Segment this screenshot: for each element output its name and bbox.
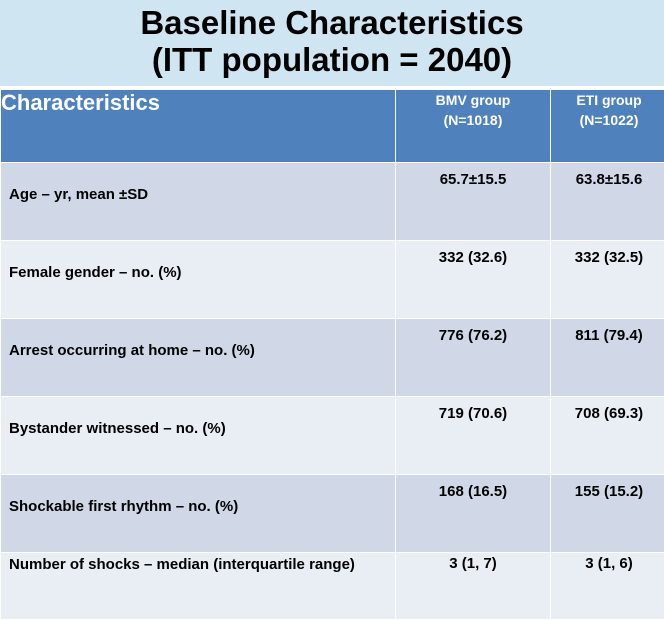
- bmv-value: 776 (76.2): [396, 319, 551, 397]
- bmv-value: 3 (1, 7): [396, 553, 551, 620]
- bmv-value: 332 (32.6): [396, 241, 551, 319]
- table-header-row: Characteristics BMV group (N=1018) ETI g…: [1, 90, 664, 163]
- header-bmv-name: BMV group: [396, 90, 550, 110]
- row-label: Female gender – no. (%): [1, 241, 396, 319]
- header-eti-n: (N=1022): [551, 110, 664, 130]
- title-band: Baseline Characteristics (ITT population…: [0, 0, 664, 86]
- slide: Baseline Characteristics (ITT population…: [0, 0, 664, 500]
- header-bmv-n: (N=1018): [396, 110, 550, 130]
- table-row: Number of shocks – median (interquartile…: [1, 553, 664, 620]
- table-row: Age – yr, mean ±SD 65.7±15.5 63.8±15.6: [1, 163, 664, 241]
- table-row: Arrest occurring at home – no. (%) 776 (…: [1, 319, 664, 397]
- eti-value: 811 (79.4): [551, 319, 664, 397]
- bmv-value: 65.7±15.5: [396, 163, 551, 241]
- eti-value: 332 (32.5): [551, 241, 664, 319]
- eti-value: 708 (69.3): [551, 397, 664, 475]
- header-eti-group: ETI group (N=1022): [551, 90, 664, 163]
- table-row: Shockable first rhythm – no. (%) 168 (16…: [1, 475, 664, 553]
- bmv-value: 719 (70.6): [396, 397, 551, 475]
- row-label: Age – yr, mean ±SD: [1, 163, 396, 241]
- header-characteristics: Characteristics: [1, 90, 396, 163]
- baseline-characteristics-table: Characteristics BMV group (N=1018) ETI g…: [0, 89, 664, 620]
- table-row: Female gender – no. (%) 332 (32.6) 332 (…: [1, 241, 664, 319]
- eti-value: 63.8±15.6: [551, 163, 664, 241]
- slide-title: Baseline Characteristics: [0, 0, 664, 41]
- header-eti-name: ETI group: [551, 90, 664, 110]
- eti-value: 3 (1, 6): [551, 553, 664, 620]
- row-label: Bystander witnessed – no. (%): [1, 397, 396, 475]
- eti-value: 155 (15.2): [551, 475, 664, 553]
- header-bmv-group: BMV group (N=1018): [396, 90, 551, 163]
- table-row: Bystander witnessed – no. (%) 719 (70.6)…: [1, 397, 664, 475]
- row-label: Arrest occurring at home – no. (%): [1, 319, 396, 397]
- row-label: Number of shocks – median (interquartile…: [1, 553, 396, 620]
- slide-subtitle: (ITT population = 2040): [0, 41, 664, 78]
- bmv-value: 168 (16.5): [396, 475, 551, 553]
- row-label: Shockable first rhythm – no. (%): [1, 475, 396, 553]
